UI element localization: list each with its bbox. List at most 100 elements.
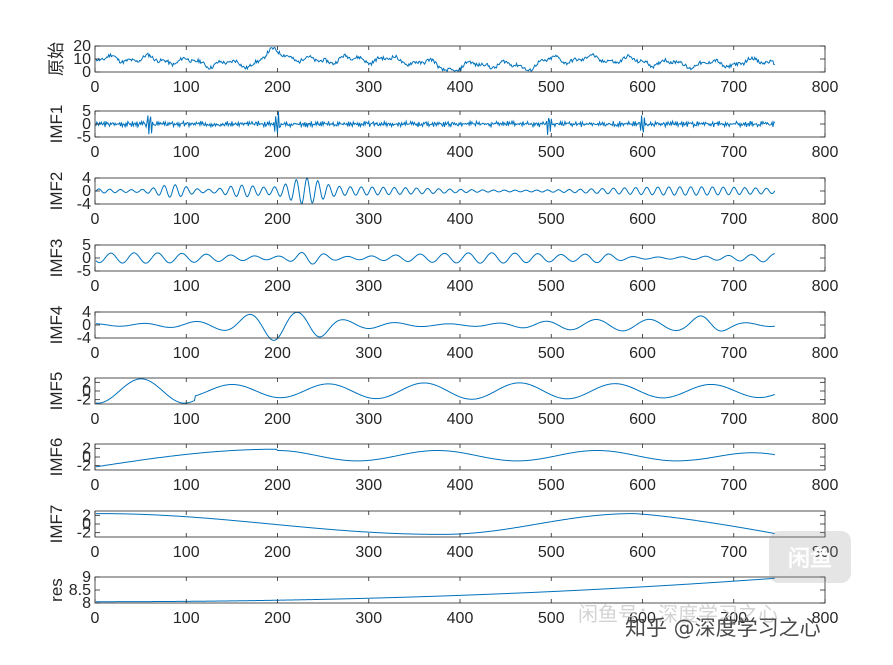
x-tick-label: 600 bbox=[629, 144, 656, 161]
x-tick-label: 600 bbox=[629, 610, 656, 627]
x-tick-label: 600 bbox=[629, 345, 656, 362]
y-tick-label: 10 bbox=[73, 51, 91, 68]
y-tick-label: -5 bbox=[77, 263, 91, 280]
x-tick-label: 800 bbox=[812, 477, 839, 494]
x-tick-label: 200 bbox=[264, 144, 291, 161]
y-tick-label: 2 bbox=[82, 374, 91, 391]
footer-watermark-text: 知乎 @深度学习之心 bbox=[625, 616, 821, 640]
x-tick-label: 0 bbox=[91, 411, 100, 428]
x-tick-label: 600 bbox=[629, 477, 656, 494]
y-tick-label: 5 bbox=[82, 237, 91, 254]
x-tick-label: 0 bbox=[91, 544, 100, 561]
x-tick-label: 400 bbox=[447, 345, 474, 362]
x-tick-label: 600 bbox=[629, 411, 656, 428]
x-tick-label: 0 bbox=[91, 144, 100, 161]
x-tick-label: 0 bbox=[91, 477, 100, 494]
x-tick-label: 500 bbox=[538, 544, 565, 561]
x-tick-label: 500 bbox=[538, 610, 565, 627]
y-tick-label: 0 bbox=[82, 449, 91, 466]
y-axis-label: IMF7 bbox=[47, 505, 66, 544]
y-axis-label: 原始 bbox=[47, 42, 66, 76]
x-tick-label: 800 bbox=[812, 345, 839, 362]
y-tick-label: 0 bbox=[82, 250, 91, 267]
x-tick-label: 800 bbox=[812, 278, 839, 295]
series-line bbox=[95, 177, 776, 205]
x-tick-label: 800 bbox=[812, 211, 839, 228]
x-tick-label: 300 bbox=[355, 411, 382, 428]
x-tick-label: 500 bbox=[538, 211, 565, 228]
x-tick-label: 700 bbox=[720, 411, 747, 428]
x-tick-label: 100 bbox=[173, 477, 200, 494]
x-tick-label: 700 bbox=[720, 144, 747, 161]
y-axis-label: IMF5 bbox=[47, 372, 66, 411]
series-line bbox=[95, 378, 775, 404]
x-tick-label: 200 bbox=[264, 477, 291, 494]
y-tick-label: -2 bbox=[77, 392, 91, 409]
x-tick-label: 400 bbox=[447, 477, 474, 494]
x-tick-label: 100 bbox=[173, 79, 200, 96]
y-axis-label: IMF2 bbox=[47, 172, 66, 211]
x-tick-label: 500 bbox=[538, 144, 565, 161]
x-tick-label: 500 bbox=[538, 278, 565, 295]
x-tick-label: 200 bbox=[264, 411, 291, 428]
x-tick-label: 700 bbox=[720, 345, 747, 362]
x-tick-label: 700 bbox=[720, 477, 747, 494]
x-tick-label: 0 bbox=[91, 610, 100, 627]
x-tick-label: 300 bbox=[355, 345, 382, 362]
x-tick-label: 400 bbox=[447, 211, 474, 228]
badge-label: 闲鱼 bbox=[787, 547, 832, 572]
x-tick-label: 300 bbox=[355, 477, 382, 494]
x-tick-label: 100 bbox=[173, 211, 200, 228]
x-tick-label: 700 bbox=[720, 79, 747, 96]
y-axis-label: IMF4 bbox=[47, 306, 66, 345]
y-tick-label: 9 bbox=[82, 569, 91, 586]
x-tick-label: 500 bbox=[538, 411, 565, 428]
y-tick-label: -2 bbox=[77, 525, 91, 542]
x-tick-label: 200 bbox=[264, 278, 291, 295]
y-tick-label: -4 bbox=[77, 196, 91, 213]
series-line bbox=[95, 448, 775, 468]
y-tick-label: 0 bbox=[82, 317, 91, 334]
x-tick-label: 300 bbox=[355, 211, 382, 228]
x-tick-label: 200 bbox=[264, 345, 291, 362]
x-tick-label: 800 bbox=[812, 411, 839, 428]
series-line bbox=[95, 46, 775, 73]
y-axis-label: IMF3 bbox=[47, 239, 66, 278]
x-tick-label: 800 bbox=[812, 144, 839, 161]
x-tick-label: 600 bbox=[629, 79, 656, 96]
y-tick-label: 0 bbox=[82, 116, 91, 133]
x-tick-label: 100 bbox=[173, 278, 200, 295]
x-tick-label: 100 bbox=[173, 144, 200, 161]
x-tick-label: 400 bbox=[447, 411, 474, 428]
x-tick-label: 500 bbox=[538, 477, 565, 494]
x-tick-label: 200 bbox=[264, 79, 291, 96]
x-tick-label: 700 bbox=[720, 544, 747, 561]
overlay-watermark-text: 闲鱼号：深度学习之心 bbox=[578, 602, 778, 626]
x-tick-label: 200 bbox=[264, 211, 291, 228]
x-tick-label: 0 bbox=[91, 278, 100, 295]
y-tick-label: -5 bbox=[77, 129, 91, 146]
x-tick-label: 0 bbox=[91, 345, 100, 362]
x-tick-label: 100 bbox=[173, 610, 200, 627]
y-tick-label: 8.5 bbox=[69, 582, 91, 599]
y-tick-label: 0 bbox=[82, 64, 91, 81]
x-tick-label: 200 bbox=[264, 610, 291, 627]
y-tick-label: 0 bbox=[82, 383, 91, 400]
series-line bbox=[95, 577, 775, 603]
x-tick-label: 700 bbox=[720, 211, 747, 228]
x-tick-label: 300 bbox=[355, 610, 382, 627]
x-tick-label: 100 bbox=[173, 345, 200, 362]
x-tick-label: 700 bbox=[720, 278, 747, 295]
x-tick-label: 500 bbox=[538, 79, 565, 96]
x-tick-label: 600 bbox=[629, 211, 656, 228]
xianyu-badge: 闲鱼 bbox=[769, 531, 851, 583]
x-tick-label: 800 bbox=[812, 610, 839, 627]
y-axis-label: IMF1 bbox=[47, 105, 66, 144]
